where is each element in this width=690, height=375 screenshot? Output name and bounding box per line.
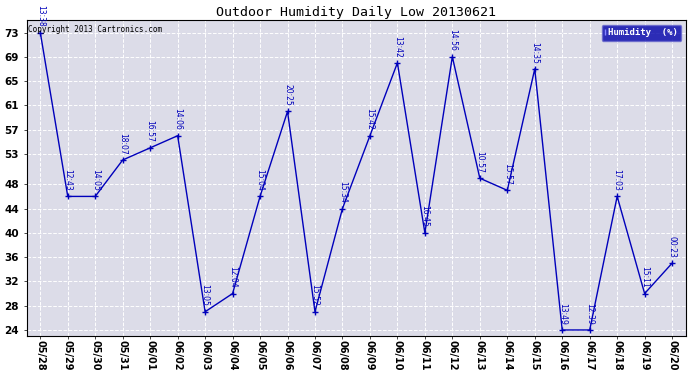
Text: 15:52: 15:52	[310, 285, 319, 306]
Legend: Humidity  (%): Humidity (%)	[602, 25, 681, 41]
Text: 14:05: 14:05	[90, 169, 100, 191]
Text: 10:57: 10:57	[475, 151, 484, 172]
Text: 13:42: 13:42	[393, 36, 402, 57]
Text: 12:04: 12:04	[228, 266, 237, 288]
Text: 16:45: 16:45	[420, 206, 429, 227]
Text: 14:35: 14:35	[530, 42, 540, 63]
Text: 15:04: 15:04	[255, 169, 264, 191]
Text: 17:03: 17:03	[613, 169, 622, 191]
Title: Outdoor Humidity Daily Low 20130621: Outdoor Humidity Daily Low 20130621	[216, 6, 496, 19]
Text: 00:23: 00:23	[668, 236, 677, 258]
Text: 14:06: 14:06	[173, 108, 182, 130]
Text: 13:49: 13:49	[558, 303, 566, 324]
Text: 15:34: 15:34	[338, 181, 347, 203]
Text: Copyright 2013 Cartronics.com: Copyright 2013 Cartronics.com	[28, 25, 162, 34]
Text: 18:07: 18:07	[118, 133, 127, 154]
Text: 14:56: 14:56	[448, 29, 457, 51]
Text: 15:57: 15:57	[503, 163, 512, 185]
Text: 13:38: 13:38	[36, 5, 45, 27]
Text: 13:05: 13:05	[201, 284, 210, 306]
Text: 15:11: 15:11	[640, 266, 649, 288]
Text: 15:42: 15:42	[366, 108, 375, 130]
Text: 12:39: 12:39	[585, 303, 594, 324]
Text: 20:25: 20:25	[283, 84, 292, 106]
Text: 16:57: 16:57	[146, 120, 155, 142]
Text: 12:43: 12:43	[63, 169, 72, 191]
